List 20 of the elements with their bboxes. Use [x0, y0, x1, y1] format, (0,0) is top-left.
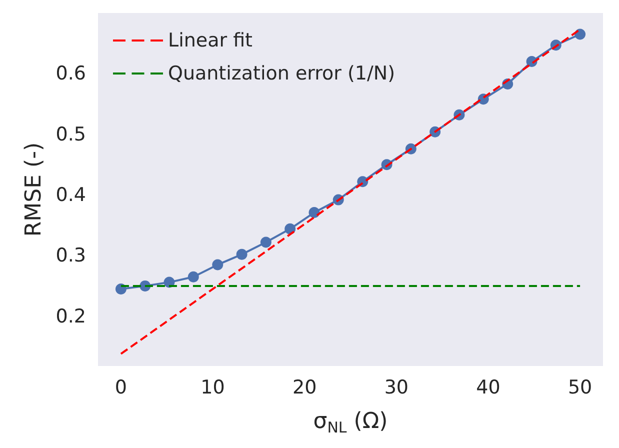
y-tick-label: 0.5	[56, 123, 86, 146]
y-tick-label: 0.3	[56, 244, 86, 267]
y-tick-label: 0.4	[56, 184, 86, 206]
x-tick-label: 40	[476, 376, 500, 398]
point	[188, 271, 199, 282]
y-axis-title: RMSE (-)	[21, 142, 46, 237]
x-tick-label: 30	[384, 376, 409, 398]
x-tick-label: 10	[200, 376, 225, 398]
x-tick-label: 20	[292, 376, 317, 398]
point	[308, 207, 320, 218]
point	[260, 236, 272, 248]
y-tick-label: 0.6	[56, 62, 86, 85]
point	[115, 283, 126, 294]
x-tick-label: 50	[568, 376, 592, 398]
point	[236, 248, 248, 260]
y-tick-label: 0.2	[56, 305, 86, 328]
point	[212, 259, 224, 270]
x-tick-label: 0	[114, 376, 127, 398]
legend-label: Linear fit	[168, 30, 253, 52]
legend-label: Quantization error (1/N)	[168, 62, 396, 84]
